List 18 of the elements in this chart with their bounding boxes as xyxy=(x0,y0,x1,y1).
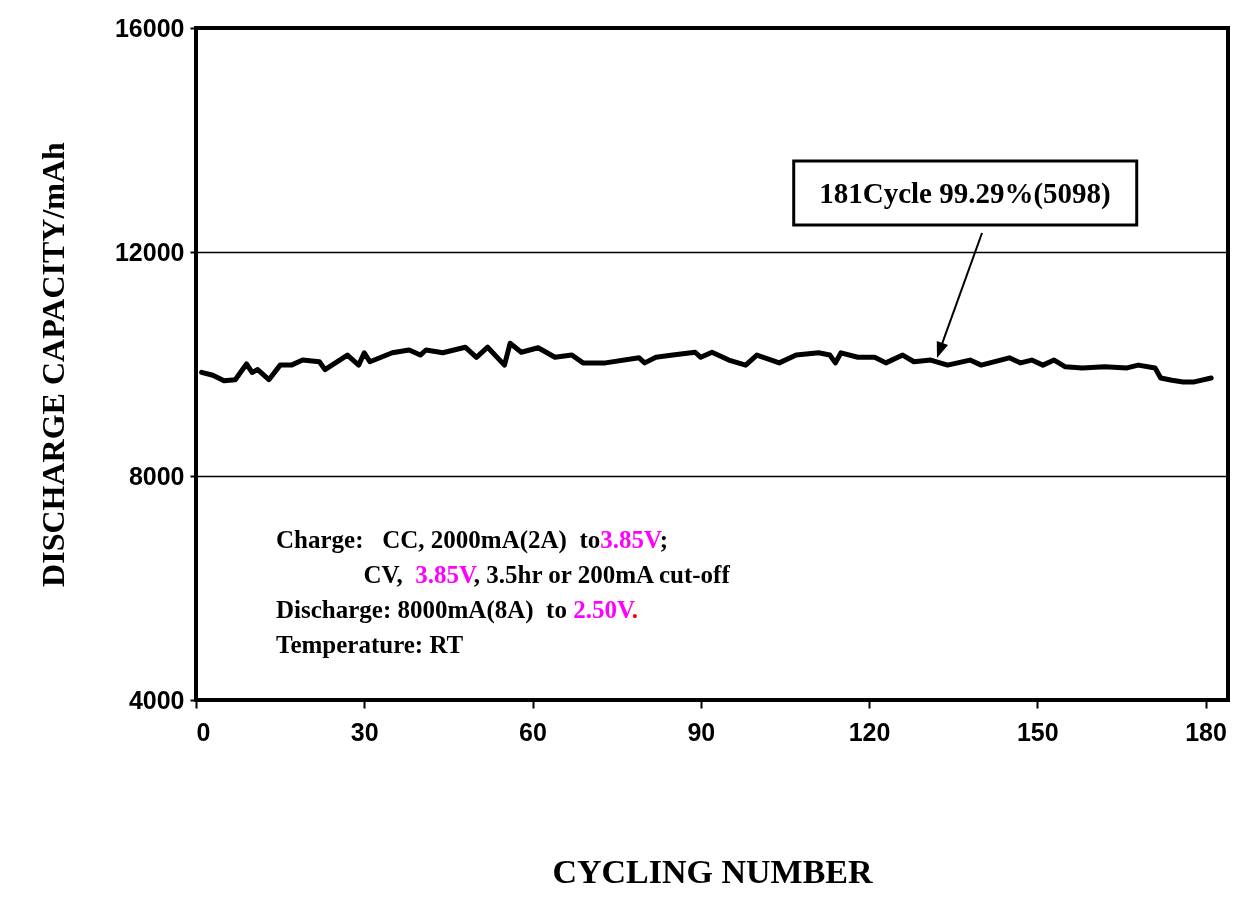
y-axis-title: DISCHARGE CAPACITY/mAh xyxy=(34,141,71,587)
x-tick-label: 0 xyxy=(196,717,211,746)
x-tick-label: 60 xyxy=(519,717,547,746)
annotation: CV, 3.85V, 3.5hr or 200mA cut-off xyxy=(363,561,730,588)
x-tick-label: 30 xyxy=(350,717,379,746)
x-axis-title: CYCLING NUMBER xyxy=(552,852,874,890)
x-tick-label: 180 xyxy=(1185,717,1227,746)
x-tick-label: 90 xyxy=(687,717,716,746)
x-tick-label: 150 xyxy=(1016,717,1059,746)
annotation: Charge: CC, 2000mA(2A) to3.85V; xyxy=(276,526,669,553)
y-tick-label: 4000 xyxy=(128,685,185,714)
annotation: Temperature: RT xyxy=(276,631,464,658)
annotation: 181Cycle 99.29%(5098) xyxy=(792,159,1138,227)
y-tick-label: 8000 xyxy=(128,461,185,490)
y-tick-label: 12000 xyxy=(114,237,185,266)
x-tick-label: 120 xyxy=(848,717,891,746)
y-tick-label: 16000 xyxy=(114,13,185,42)
annotation: Discharge: 8000mA(8A) to 2.50V. xyxy=(276,596,638,623)
